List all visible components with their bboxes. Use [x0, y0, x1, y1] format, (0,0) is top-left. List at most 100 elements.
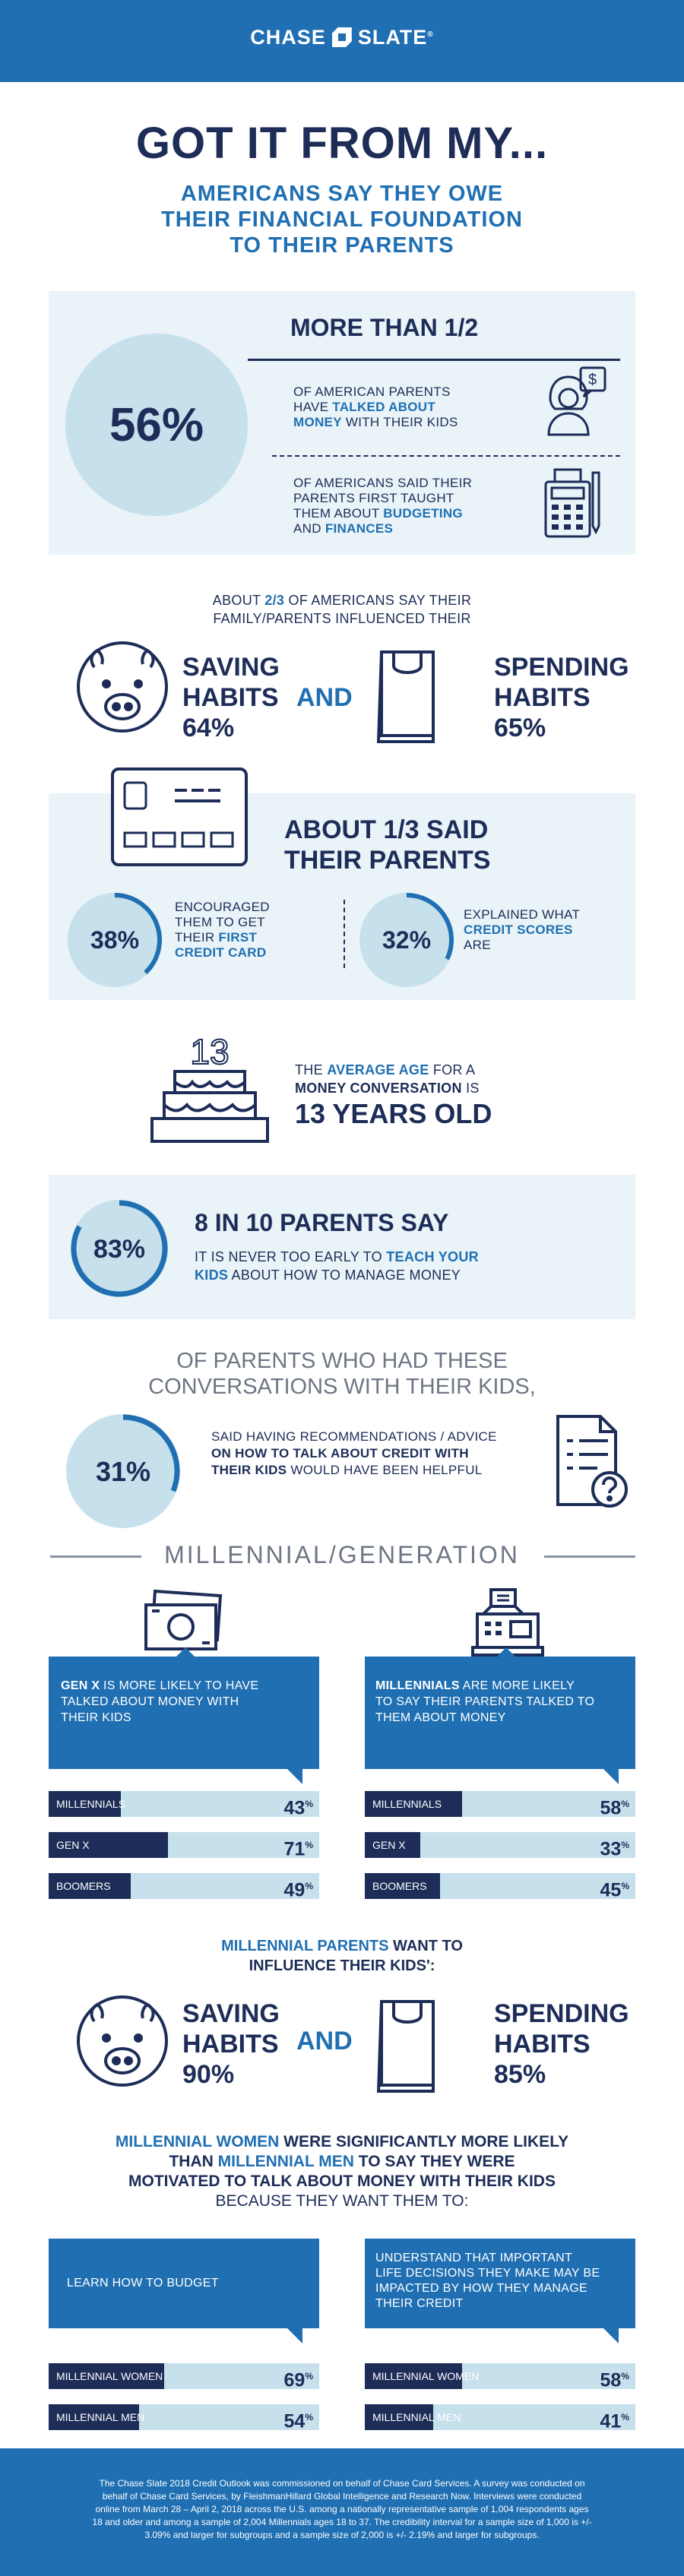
- twothirds-intro: ABOUT 2/3 OF AMERICANS SAY THEIR FAMILY/…: [212, 593, 472, 626]
- brand-right: SLATE: [357, 26, 428, 49]
- gen-rule-right: [544, 1555, 635, 1558]
- budget-box: [49, 2239, 319, 2328]
- onethird-stat-1: ENCOURAGED THEM TO GET THEIR FIRST CREDIT…: [175, 900, 270, 960]
- genx-bar-fill-2: [49, 1832, 168, 1858]
- genx-bar-2: GEN X 71%: [49, 1832, 319, 1859]
- genx-box-tail: [287, 1769, 302, 1784]
- millennials-bar-fill-1: [365, 1791, 463, 1817]
- millennials-bar-value-3: 45%: [600, 1879, 629, 1901]
- brand-tm: ®: [427, 30, 434, 39]
- genx-bar-value-2: 71%: [283, 1838, 313, 1860]
- donut-32-label: 32%: [382, 926, 431, 954]
- gen-right-bar-chart: MILLENNIALS 58% GEN X 33% BOOMERS 45%: [365, 1791, 635, 1914]
- millennials-bar-1: MILLENNIALS 58%: [365, 1791, 635, 1818]
- convo-heading: OF PARENTS WHO HAD THESE CONVERSATIONS WI…: [148, 1349, 536, 1399]
- credit-bar-fill-1: [365, 2363, 463, 2389]
- half-stat-b: OF AMERICANS SAID THEIR PARENTS FIRST TA…: [293, 476, 473, 536]
- genx-bar-label-2: GEN X: [56, 1839, 90, 1851]
- subtitle-line-2: THEIR FINANCIAL FOUNDATION: [160, 207, 523, 232]
- donut-32: 32%: [359, 893, 454, 987]
- credit-bar-2: MILLENNIAL MEN 41%: [365, 2404, 635, 2432]
- credit-bar-value-2: 41%: [600, 2410, 629, 2432]
- half-stat-a: OF AMERICAN PARENTS HAVE TALKED ABOUT MO…: [293, 385, 458, 429]
- millennials-box-text: MILLENNIALS ARE MORE LIKELY TO SAY THEIR…: [375, 1679, 595, 1724]
- credit-box-text: UNDERSTAND THAT IMPORTANT LIFE DECISIONS …: [375, 2252, 600, 2310]
- donut-83-label: 83%: [93, 1235, 145, 1264]
- credit-box-tail: [603, 2328, 619, 2343]
- half-pct: 56%: [109, 398, 204, 451]
- onethird-title: ABOUT 1/3 SAID THEIR PARENTS: [284, 815, 491, 875]
- parents-title: 8 IN 10 PARENTS SAY: [195, 1209, 449, 1236]
- genx-bar-value-1: 43%: [283, 1797, 313, 1819]
- millennials-bar-3: BOOMERS 45%: [365, 1873, 635, 1900]
- advice-document-icon: [556, 1415, 628, 1508]
- genx-box-text: GEN X IS MORE LIKELY TO HAVE TALKED ABOU…: [61, 1679, 259, 1724]
- shopping-bag-icon: [376, 650, 435, 743]
- budget-bar-fill-2: [49, 2404, 140, 2430]
- millennials-bar-fill-3: [365, 1873, 441, 1899]
- age-value: 13 YEARS OLD: [295, 1098, 492, 1129]
- page-title: GOT IT FROM MY...: [135, 119, 549, 168]
- genx-bar-label-3: BOOMERS: [56, 1880, 111, 1892]
- convo-text: SAID HAVING RECOMMENDATIONS / ADVICE ON …: [211, 1429, 497, 1477]
- half-circle: 56%: [65, 334, 248, 516]
- donut-31: 31%: [66, 1414, 180, 1528]
- half-divider-top: [248, 359, 620, 361]
- cash-register-icon: [471, 1588, 544, 1657]
- spending-habits-label: SPENDING HABITS 65%: [494, 653, 629, 742]
- millennials-bar-value-1: 58%: [600, 1797, 629, 1819]
- genx-bar-value-3: 49%: [283, 1879, 313, 1901]
- millennials-bar-label-2: GEN X: [372, 1839, 406, 1851]
- gen-rule-left: [50, 1555, 141, 1558]
- budget-bar-1: MILLENNIAL WOMEN 69%: [49, 2363, 319, 2391]
- donut-83-arc: [71, 1200, 168, 1297]
- millparents-spending: SPENDING HABITS 85%: [494, 1999, 629, 2089]
- cake-number: 13: [190, 1032, 229, 1071]
- shopping-bag-icon-2: [376, 2000, 435, 2093]
- budget-box-text: LEARN HOW TO BUDGET: [67, 2277, 219, 2290]
- donut-38: 38%: [68, 893, 162, 987]
- credit-bar-label-2: MILLENNIAL MEN: [372, 2411, 461, 2423]
- millennials-box-pointer: [496, 1647, 517, 1658]
- genx-box-pointer: [175, 1647, 196, 1658]
- genx-bar-fill-3: [49, 1873, 131, 1899]
- credit-bar-value-1: 58%: [600, 2369, 629, 2391]
- millennials-box-tail: [603, 1769, 619, 1784]
- credit-bar-1: MILLENNIAL WOMEN 58%: [365, 2363, 635, 2391]
- onethird-stat-2: EXPLAINED WHAT CREDIT SCORES ARE: [464, 907, 581, 952]
- women-left-bar-chart: MILLENNIAL WOMEN 69% MILLENNIAL MEN 54%: [49, 2363, 319, 2445]
- birthday-cake-icon: 13: [150, 1031, 269, 1143]
- budget-bar-value-2: 54%: [283, 2410, 313, 2432]
- saving-habits-label: SAVING HABITS 64%: [182, 653, 280, 742]
- genx-bar-3: BOOMERS 49%: [49, 1873, 319, 1900]
- millennials-box: [365, 1657, 635, 1769]
- cash-bill-icon: [144, 1589, 223, 1650]
- parents-text: IT IS NEVER TOO EARLY TO TEACH YOUR KIDS…: [195, 1249, 479, 1283]
- brand-left: CHASE: [250, 26, 326, 49]
- age-intro: THE AVERAGE AGE FOR A MONEY CONVERSATION…: [295, 1062, 480, 1096]
- credit-bar-label-1: MILLENNIAL WOMEN: [372, 2370, 480, 2382]
- donut-31-label: 31%: [96, 1456, 150, 1487]
- budget-bar-2: MILLENNIAL MEN 54%: [49, 2404, 319, 2432]
- women-right-bar-chart: MILLENNIAL WOMEN 58% MILLENNIAL MEN 41%: [365, 2363, 635, 2445]
- millennials-bar-value-2: 33%: [600, 1838, 629, 1860]
- budget-bar-fill-1: [49, 2363, 165, 2389]
- millennials-bar-label-3: BOOMERS: [372, 1880, 427, 1892]
- credit-box: [365, 2239, 635, 2328]
- footer: The Chase Slate 2018 Credit Outlook was …: [0, 2448, 684, 2576]
- half-divider-dashed: [272, 455, 620, 457]
- budget-bar-label-2: MILLENNIAL MEN: [56, 2411, 145, 2423]
- donut-38-label: 38%: [90, 926, 139, 954]
- donut-32-arc: [406, 893, 454, 960]
- genx-bar-fill-1: [49, 1791, 121, 1817]
- credit-bar-fill-2: [365, 2404, 434, 2430]
- budget-box-tail: [287, 2328, 302, 2343]
- millparents-and: AND: [296, 2027, 353, 2055]
- onethird-divider: [344, 900, 345, 968]
- budget-bar-label-1: MILLENNIAL WOMEN: [56, 2370, 163, 2382]
- subtitle-line-3: TO THEIR PARENTS: [230, 233, 454, 258]
- subtitle-line-1: AMERICANS SAY THEY OWE: [180, 182, 504, 206]
- piggy-bank-icon: [77, 641, 168, 733]
- donut-31-arc: [122, 1414, 180, 1492]
- chase-octagon-icon: [331, 27, 352, 47]
